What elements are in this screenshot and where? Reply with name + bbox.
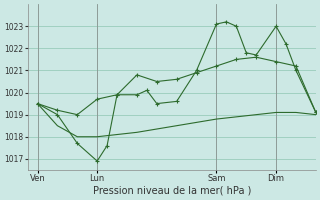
X-axis label: Pression niveau de la mer( hPa ): Pression niveau de la mer( hPa ) xyxy=(92,186,251,196)
